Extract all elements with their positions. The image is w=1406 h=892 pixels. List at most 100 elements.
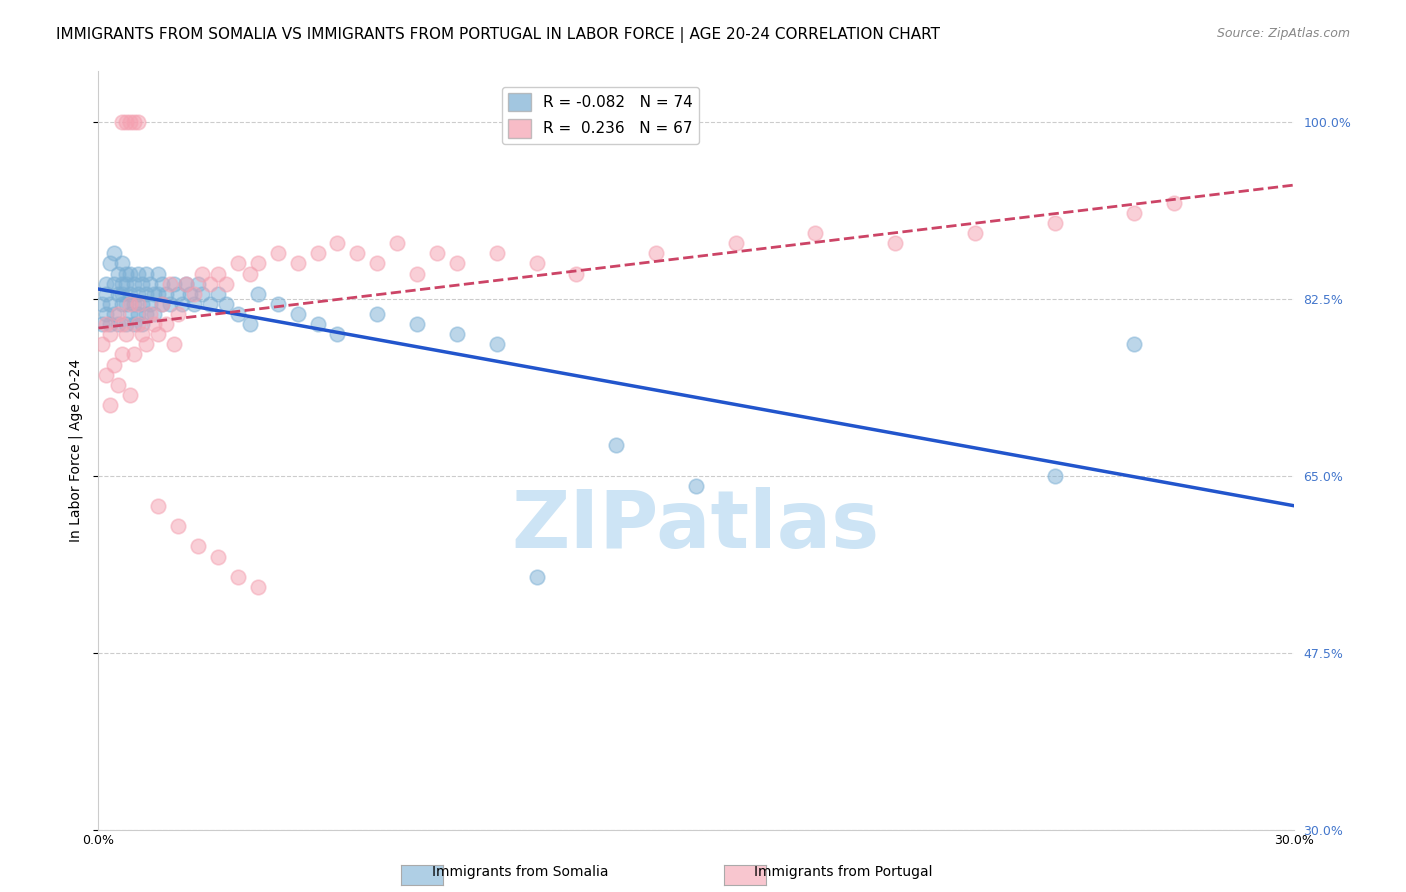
Point <box>645 246 668 260</box>
Point <box>131 277 153 291</box>
Point <box>267 297 290 311</box>
Point <box>124 277 146 291</box>
Text: Source: ZipAtlas.com: Source: ZipAtlas.com <box>1216 27 1350 40</box>
Point <box>179 286 201 301</box>
Point <box>120 297 142 311</box>
Point <box>98 317 122 331</box>
Point <box>120 307 142 321</box>
Text: IMMIGRANTS FROM SOMALIA VS IMMIGRANTS FROM PORTUGAL IN LABOR FORCE | AGE 20-24 C: IMMIGRANTS FROM SOMALIA VS IMMIGRANTS FR… <box>56 27 941 43</box>
Point <box>115 297 138 311</box>
Point <box>187 540 209 554</box>
Point <box>98 327 122 342</box>
Point <box>346 246 368 260</box>
Point <box>198 297 221 311</box>
Point <box>226 307 249 321</box>
Point <box>1163 195 1185 210</box>
Point <box>96 307 118 321</box>
Legend: R = -0.082   N = 74, R =  0.236   N = 67: R = -0.082 N = 74, R = 0.236 N = 67 <box>502 87 699 144</box>
Point <box>127 307 149 321</box>
Point <box>103 307 125 321</box>
Point <box>167 286 190 301</box>
Point <box>120 115 142 129</box>
Point <box>167 519 190 533</box>
Point <box>139 297 162 311</box>
Point <box>148 286 170 301</box>
Point <box>120 388 142 402</box>
Point <box>884 236 907 251</box>
Point <box>159 277 181 291</box>
Point <box>326 236 349 251</box>
Point <box>91 317 114 331</box>
Point <box>127 297 149 311</box>
Point <box>96 368 118 382</box>
Point <box>127 286 149 301</box>
Point <box>150 297 173 311</box>
Point <box>111 115 134 129</box>
Point <box>124 347 146 361</box>
Point <box>215 277 238 291</box>
Point <box>485 337 508 351</box>
Point <box>103 358 125 372</box>
Point <box>98 398 122 412</box>
Point <box>131 327 153 342</box>
Point <box>91 337 114 351</box>
Y-axis label: In Labor Force | Age 20-24: In Labor Force | Age 20-24 <box>69 359 83 542</box>
Point <box>159 297 181 311</box>
Point <box>1043 216 1066 230</box>
Point <box>148 327 170 342</box>
Point <box>148 499 170 513</box>
Point <box>155 317 177 331</box>
Point <box>115 277 138 291</box>
Point <box>115 115 138 129</box>
Point <box>287 307 309 321</box>
Point <box>111 347 134 361</box>
Point <box>167 307 190 321</box>
Point <box>485 246 508 260</box>
Point <box>1043 468 1066 483</box>
Point <box>135 307 157 321</box>
Point <box>366 307 388 321</box>
Point <box>135 286 157 301</box>
Point <box>150 277 173 291</box>
Point <box>366 256 388 270</box>
Point <box>163 277 186 291</box>
Point <box>107 377 129 392</box>
Point <box>174 277 197 291</box>
Point <box>446 327 468 342</box>
Text: Immigrants from Portugal: Immigrants from Portugal <box>755 865 932 880</box>
Point <box>187 277 209 291</box>
Point <box>307 317 329 331</box>
Point <box>326 327 349 342</box>
Point <box>139 277 162 291</box>
Point <box>215 297 238 311</box>
Point <box>191 286 214 301</box>
Point <box>98 256 122 270</box>
Point <box>207 549 229 564</box>
Point <box>143 307 166 321</box>
Point <box>239 267 262 281</box>
Point <box>287 256 309 270</box>
Point <box>107 286 129 301</box>
Point <box>526 256 548 270</box>
Point <box>1123 337 1146 351</box>
Point <box>406 267 429 281</box>
Point <box>226 570 249 584</box>
Point <box>246 580 269 594</box>
Point <box>96 317 118 331</box>
Point <box>103 246 125 260</box>
Point <box>143 317 166 331</box>
Point <box>246 286 269 301</box>
Point <box>207 267 229 281</box>
Text: ZIPatlas: ZIPatlas <box>512 487 880 566</box>
Point <box>724 236 747 251</box>
Point <box>565 267 588 281</box>
Point <box>406 317 429 331</box>
Point <box>155 286 177 301</box>
Point <box>111 277 134 291</box>
Point <box>163 337 186 351</box>
Point <box>804 226 827 240</box>
Point <box>127 115 149 129</box>
Point <box>131 297 153 311</box>
Point <box>172 297 194 311</box>
Point <box>98 297 122 311</box>
